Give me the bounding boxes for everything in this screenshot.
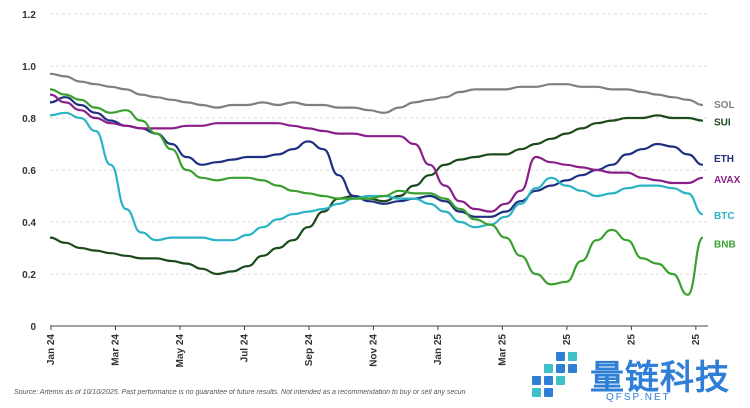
legend-labels: SOL SUI ETH AVAX BTC BNB (714, 100, 741, 251)
y-tick-label: 1.2 (22, 10, 36, 21)
series-layer (49, 72, 704, 296)
series-line-btc (49, 111, 704, 242)
source-footnote: Source: Artemis as of 10/10/2025. Past p… (14, 389, 466, 396)
y-tick-label: 0.6 (22, 166, 36, 177)
x-tick-label: Nov 24 (368, 334, 379, 367)
axis-layer: 0 0.2 0.4 0.6 0.8 1.0 1.2 Jan 24 Mar 24 May 24 Jul… (22, 10, 708, 367)
watermark-subtext: QFSP.NET (606, 392, 671, 403)
series-label-avax: AVAX (714, 175, 741, 186)
x-tick-label: Mar 24 (110, 334, 121, 366)
y-tick-label: 0.8 (22, 114, 36, 125)
x-tick-label: Mar 25 (497, 334, 508, 366)
x-tick-label: Jan 25 (433, 334, 444, 366)
watermark-logo-icon (532, 352, 577, 397)
watermark-text: 量链科技 (590, 358, 730, 398)
series-label-sol: SOL (714, 100, 735, 111)
x-tick-label: 25 (691, 334, 702, 346)
series-label-eth: ETH (714, 154, 734, 165)
series-line-bnb (49, 88, 704, 296)
series-label-btc: BTC (714, 211, 735, 222)
x-tick-label: Sep 24 (304, 334, 315, 367)
x-tick-label: 25 (562, 334, 573, 346)
x-tick-label: 25 (626, 334, 637, 346)
x-tick-label: May 24 (175, 334, 186, 368)
series-label-sui: SUI (714, 118, 731, 129)
watermark: 量链科技 QFSP.NET (528, 348, 748, 406)
series-line-sui (49, 114, 703, 276)
y-tick-label: 0.2 (22, 270, 36, 281)
y-tick-label: 0.4 (22, 218, 36, 229)
series-line-sol (49, 72, 703, 114)
x-tick-label: Jan 24 (46, 334, 57, 366)
y-tick-label: 1.0 (22, 62, 36, 73)
series-label-bnb: BNB (714, 240, 736, 251)
x-tick-label: Jul 24 (239, 334, 250, 363)
series-line-avax (49, 93, 703, 213)
y-tick-label: 0 (30, 322, 36, 333)
